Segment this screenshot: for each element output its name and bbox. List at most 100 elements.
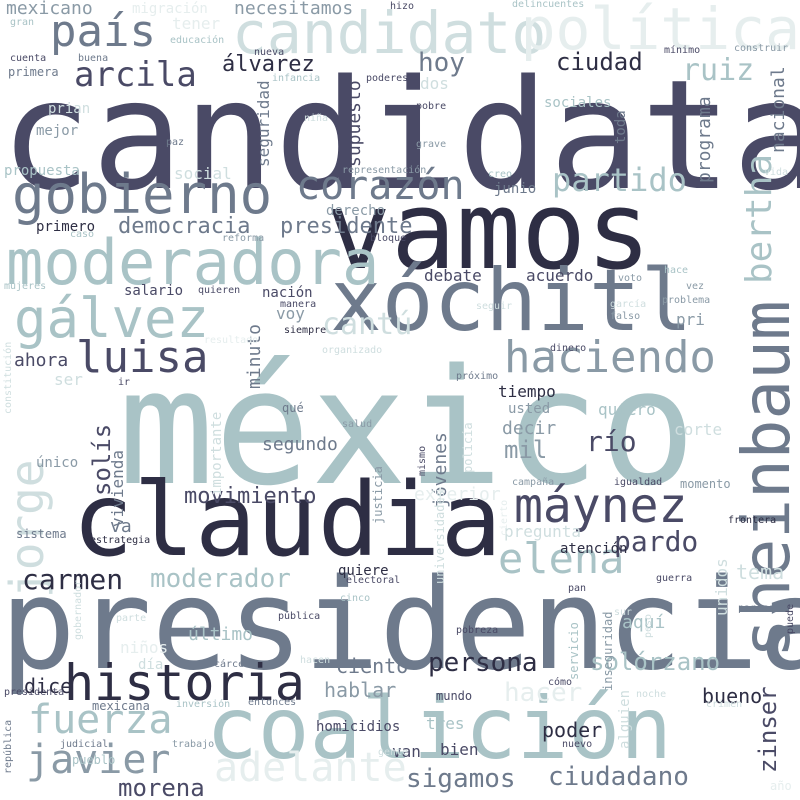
word-41: democracia [118, 214, 251, 239]
word-56: segundo [262, 434, 338, 455]
word-68: salario [124, 283, 184, 299]
word-116: vida [764, 167, 789, 178]
word-52: bueno [702, 684, 763, 708]
word-165: futuro [543, 603, 554, 640]
word-62: seguridad [254, 80, 273, 167]
word-156: cinco [340, 593, 371, 604]
word-115: creo [488, 169, 513, 180]
word-42: presidente [280, 214, 413, 239]
word-150: sistema [16, 527, 67, 541]
word-61: supuesto [344, 80, 365, 167]
word-28: ruiz [682, 53, 755, 88]
word-136: próximo [456, 371, 499, 382]
word-5: coalición [206, 679, 672, 779]
word-64: acuerdo [526, 266, 594, 285]
word-121: mujeres [4, 281, 47, 292]
word-20: corazón [296, 163, 465, 209]
word-177: entonces [248, 697, 297, 708]
word-16: luisa [76, 332, 209, 383]
word-8: candidato [232, 0, 547, 67]
word-141: salud [342, 419, 373, 430]
word-142: importante [209, 411, 225, 496]
word-122: quieren [198, 285, 241, 296]
word-157: guerra [656, 573, 693, 584]
word-146: policía [461, 422, 475, 473]
word-179: cómo [548, 677, 573, 688]
word-106: construir [734, 43, 789, 54]
word-26: partido [552, 161, 687, 199]
word-99: migración [132, 1, 208, 17]
word-45: ciudad [556, 48, 643, 76]
word-188: pueblo [72, 753, 116, 767]
word-153: cierto [499, 499, 510, 536]
word-36: solórzano [590, 648, 721, 676]
word-23: adelante [214, 745, 407, 791]
word-2: presidencia [0, 551, 800, 698]
word-133: resultado [204, 335, 259, 346]
word-112: paz [166, 137, 185, 148]
word-60: nacional [768, 66, 789, 153]
word-89: dos [420, 74, 449, 93]
word-110: pobre [416, 101, 447, 112]
word-168: peso [643, 613, 654, 638]
word-181: noche [636, 689, 667, 700]
word-63: debate [424, 266, 482, 285]
word-59: programa [694, 96, 715, 183]
word-151: estrategia [90, 535, 151, 546]
word-163: parte [116, 613, 147, 624]
word-126: voto [618, 273, 643, 284]
word-159: parece [738, 603, 775, 614]
word-84: exterior [414, 484, 501, 505]
word-113: grave [416, 139, 447, 150]
word-34: ciudadano [548, 762, 689, 792]
word-107: nueva [254, 47, 285, 58]
word-33: persona [428, 648, 538, 678]
word-47: tema [736, 560, 785, 584]
word-71: usted [508, 401, 551, 417]
word-114: representación [342, 165, 427, 176]
word-152: universidades [433, 490, 447, 584]
word-147: campaña [512, 477, 555, 488]
word-51: dice [24, 674, 73, 698]
word-69: nación [262, 285, 313, 301]
word-162: pública [278, 611, 321, 622]
word-108: infancia [272, 73, 321, 84]
word-135: dinero [550, 343, 587, 354]
word-183: república [3, 719, 14, 774]
word-22: javier [26, 737, 171, 783]
word-12: gálvez [14, 287, 210, 350]
word-178: mundo [436, 689, 473, 703]
word-66: necesitamos [234, 0, 354, 19]
word-140: qué [282, 401, 304, 415]
word-111: niña [304, 113, 329, 124]
word-130: problema [662, 295, 711, 306]
word-70: tiempo [498, 382, 556, 401]
word-53: poder [542, 718, 603, 742]
word-0: candidata [0, 47, 800, 224]
word-105: mínimo [664, 45, 701, 56]
word-103: hizo [390, 1, 415, 12]
word-55: ahora [14, 350, 69, 371]
word-14: historia [64, 654, 305, 712]
word-25: arcila [74, 55, 197, 95]
word-31: movimiento [184, 484, 317, 509]
word-128: garcía [610, 299, 647, 310]
word-9: política [520, 0, 800, 63]
word-54: minuto [244, 323, 265, 389]
word-161: gobernador [73, 579, 84, 640]
word-97: cuenta [10, 53, 47, 64]
word-58: decir [502, 418, 557, 439]
word-73: corte [674, 420, 723, 439]
word-50: ciento [336, 654, 409, 678]
word-101: educación [170, 35, 225, 46]
word-65: mexicano [6, 0, 93, 19]
word-48: hacer [504, 678, 583, 708]
word-132: siempre [284, 325, 327, 336]
word-79: van [392, 742, 421, 761]
word-158: pan [568, 583, 587, 594]
word-43: álvarez [222, 52, 315, 77]
word-74: aquí [622, 612, 666, 633]
word-3: vamos [326, 169, 652, 294]
word-180: alguien [617, 689, 633, 749]
